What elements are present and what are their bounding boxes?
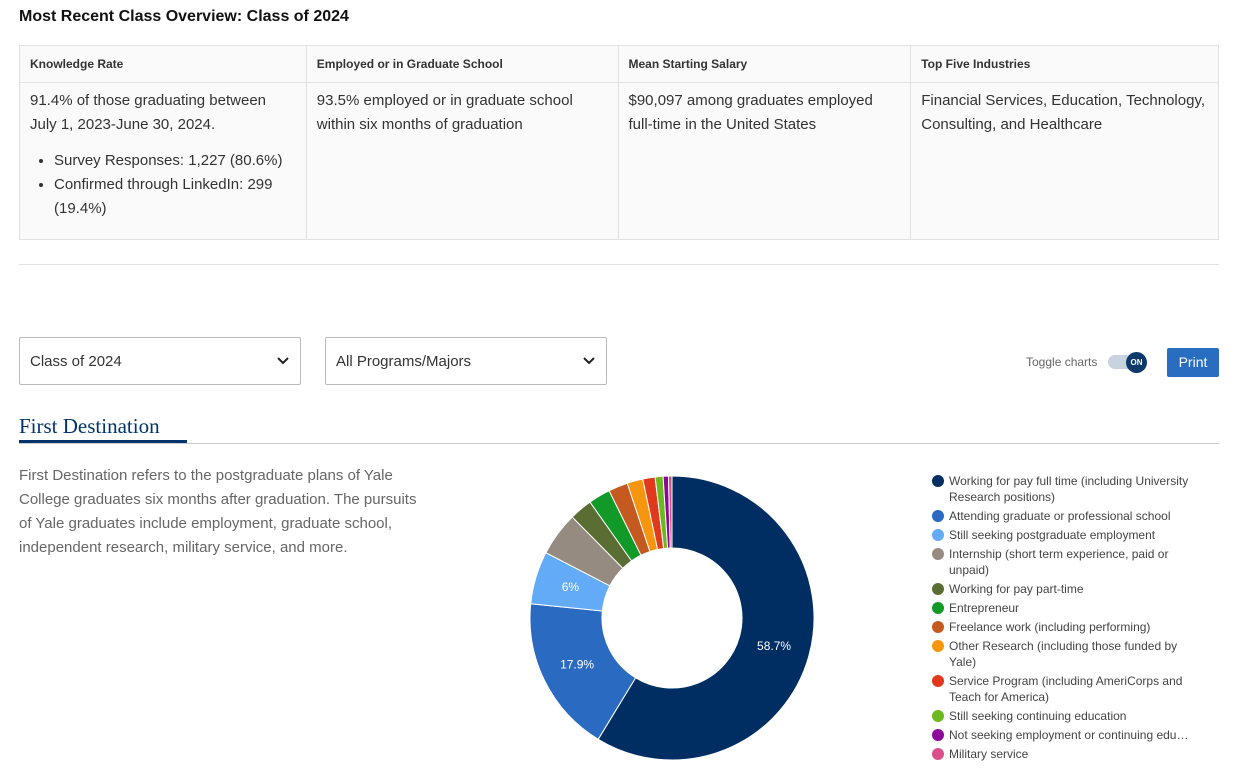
legend: Working for pay full time (including Uni… bbox=[931, 473, 1206, 765]
legend-label: Working for pay full time (including Uni… bbox=[949, 474, 1189, 504]
bullet-item: Survey Responses: 1,227 (80.6%) bbox=[54, 149, 296, 173]
column-header: Employed or in Graduate School bbox=[305, 45, 619, 83]
slice-label: 6% bbox=[562, 580, 580, 594]
column-header: Mean Starting Salary bbox=[617, 45, 912, 83]
bullet-item: Confirmed through LinkedIn: 299 (19.4%) bbox=[54, 173, 296, 221]
legend-swatch bbox=[932, 510, 944, 522]
legend-swatch bbox=[932, 602, 944, 614]
legend-item: Not seeking employment or continuing edu… bbox=[931, 727, 1206, 743]
column-header: Top Five Industries bbox=[910, 45, 1219, 83]
toggle-knob[interactable]: ON bbox=[1126, 352, 1147, 373]
cell-text: $90,097 among graduates employed full-ti… bbox=[628, 92, 873, 133]
legend-swatch bbox=[932, 729, 944, 741]
legend-swatch bbox=[932, 748, 944, 760]
section-description: First Destination refers to the postgrad… bbox=[19, 467, 417, 556]
section-rule bbox=[19, 443, 1219, 444]
donut-chart: 58.7% 17.9% 6% bbox=[529, 475, 815, 761]
legend-swatch bbox=[932, 583, 944, 595]
legend-label: Internship (short term experience, paid … bbox=[949, 547, 1169, 577]
legend-label: Military service bbox=[949, 747, 1029, 761]
legend-item: Internship (short term experience, paid … bbox=[931, 546, 1206, 578]
cell-text: 91.4% of those graduating between July 1… bbox=[30, 92, 267, 133]
legend-swatch bbox=[932, 548, 944, 560]
slice-label: 58.7% bbox=[757, 639, 791, 653]
legend-item: Working for pay part-time bbox=[931, 581, 1206, 597]
legend-swatch bbox=[932, 529, 944, 541]
legend-item: Freelance work (including performing) bbox=[931, 619, 1206, 635]
bullet-list: Survey Responses: 1,227 (80.6%)Confirmed… bbox=[30, 149, 296, 221]
page-title: Most Recent Class Overview: Class of 202… bbox=[19, 8, 349, 25]
donut-slice bbox=[667, 475, 673, 549]
legend-swatch bbox=[932, 621, 944, 633]
legend-item: Other Research (including those funded b… bbox=[931, 638, 1206, 670]
legend-item: Still seeking postgraduate employment bbox=[931, 527, 1206, 543]
chevron bbox=[583, 357, 595, 365]
legend-label: Still seeking postgraduate employment bbox=[949, 528, 1156, 542]
legend-swatch bbox=[932, 675, 944, 687]
legend-item: Working for pay full time (including Uni… bbox=[931, 473, 1206, 505]
legend-item: Military service bbox=[931, 746, 1206, 762]
column-header: Knowledge Rate bbox=[19, 45, 307, 83]
legend-label: Not seeking employment or continuing edu… bbox=[949, 728, 1189, 742]
legend-label: Still seeking continuing education bbox=[949, 709, 1127, 723]
toggle-label: Toggle charts bbox=[1026, 355, 1098, 369]
title-underline bbox=[19, 440, 187, 443]
legend-label: Entrepreneur bbox=[949, 601, 1020, 615]
donut-slice bbox=[529, 603, 637, 740]
cell-text: 93.5% employed or in graduate school wit… bbox=[316, 92, 573, 133]
legend-label: Attending graduate or professional schoo… bbox=[949, 509, 1171, 523]
legend-label: Other Research (including those funded b… bbox=[949, 639, 1178, 669]
table-cell: Financial Services, Education, Technolog… bbox=[910, 82, 1219, 240]
legend-label: Freelance work (including performing) bbox=[949, 620, 1151, 634]
legend-label: Working for pay part-time bbox=[949, 582, 1084, 596]
legend-item: Still seeking continuing education bbox=[931, 708, 1206, 724]
class-select[interactable]: Class of 2024 bbox=[19, 337, 301, 385]
cell-text: Financial Services, Education, Technolog… bbox=[921, 92, 1206, 133]
slice-label: 17.9% bbox=[560, 657, 594, 671]
legend-label: Service Program (including AmeriCorps an… bbox=[949, 674, 1183, 704]
legend-swatch bbox=[932, 640, 944, 652]
print-button[interactable]: Print bbox=[1167, 348, 1219, 377]
legend-swatch bbox=[932, 710, 944, 722]
table-cell: $90,097 among graduates employed full-ti… bbox=[617, 82, 912, 240]
divider bbox=[19, 264, 1219, 265]
section-title: First Destination bbox=[19, 414, 160, 438]
legend-item: Entrepreneur bbox=[931, 600, 1206, 616]
legend-item: Service Program (including AmeriCorps an… bbox=[931, 673, 1206, 705]
overview-table: Knowledge Rate Employed or in Graduate Sc… bbox=[19, 45, 1219, 240]
program-select[interactable]: All Programs/Majors bbox=[325, 337, 607, 385]
chevron bbox=[277, 357, 289, 365]
donut-slice bbox=[597, 475, 815, 761]
program-select-text: All Programs/Majors bbox=[336, 353, 472, 370]
table-cell: 93.5% employed or in graduate school wit… bbox=[305, 82, 619, 240]
legend-item: Attending graduate or professional schoo… bbox=[931, 508, 1206, 524]
table-cell: 91.4% of those graduating between July 1… bbox=[19, 82, 307, 240]
class-select-text: Class of 2024 bbox=[30, 353, 122, 370]
legend-swatch bbox=[932, 475, 944, 487]
